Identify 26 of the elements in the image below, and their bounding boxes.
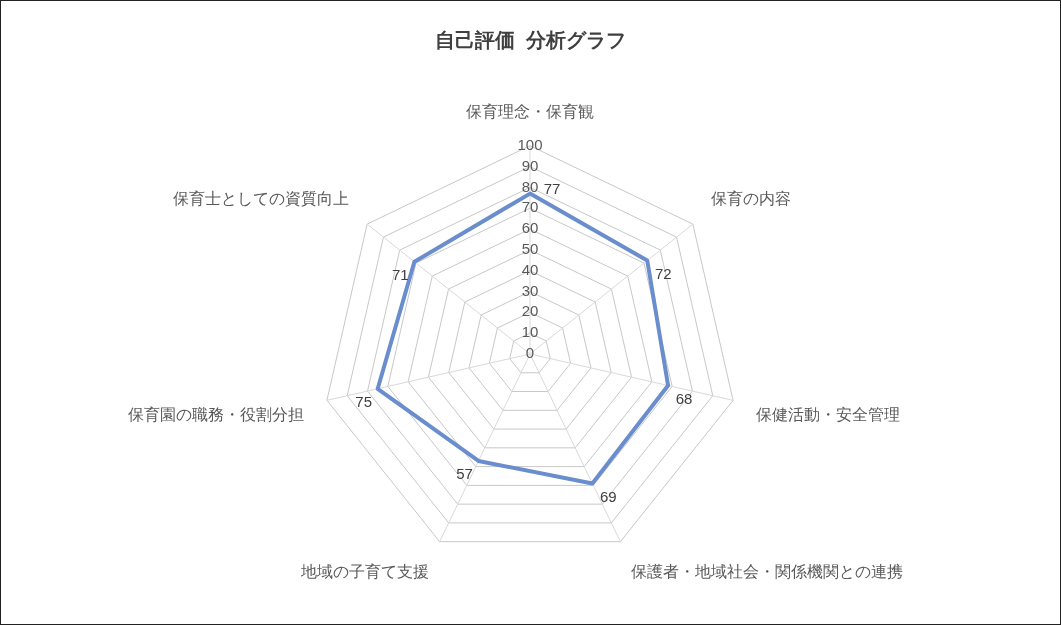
spoke-label: 地域の子育て支援 <box>300 562 430 580</box>
data-label: 68 <box>675 389 693 407</box>
y-tick-label: 40 <box>521 260 539 278</box>
y-tick-label: 80 <box>521 177 539 195</box>
data-label: 72 <box>654 264 672 282</box>
data-label: 77 <box>543 179 561 197</box>
spoke-label: 保育の内容 <box>711 190 792 208</box>
spoke-label: 保育園の職務・役割分担 <box>128 405 305 423</box>
spoke-label: 保護者・地域社会・関係機関との連携 <box>630 562 903 580</box>
y-tick-label: 100 <box>517 135 543 153</box>
data-label: 69 <box>600 487 617 505</box>
data-label: 57 <box>456 465 473 483</box>
y-tick-label: 50 <box>521 239 539 257</box>
spoke-label: 保育理念・保育観 <box>466 103 594 121</box>
y-tick-label: 60 <box>521 219 539 237</box>
y-tick-label: 10 <box>521 323 539 341</box>
y-tick-label: 70 <box>521 198 539 216</box>
y-tick-label: 20 <box>521 302 539 320</box>
y-tick-label: 30 <box>521 281 539 299</box>
spoke-label: 保育士としての資質向上 <box>172 190 349 208</box>
y-tick-label: 0 <box>525 344 535 362</box>
data-label: 71 <box>392 265 409 283</box>
spoke-label: 保健活動・安全管理 <box>755 405 900 423</box>
chart-title: 自己評価 分析グラフ <box>434 28 627 51</box>
y-tick-label: 90 <box>521 156 539 174</box>
data-label: 75 <box>355 392 373 410</box>
